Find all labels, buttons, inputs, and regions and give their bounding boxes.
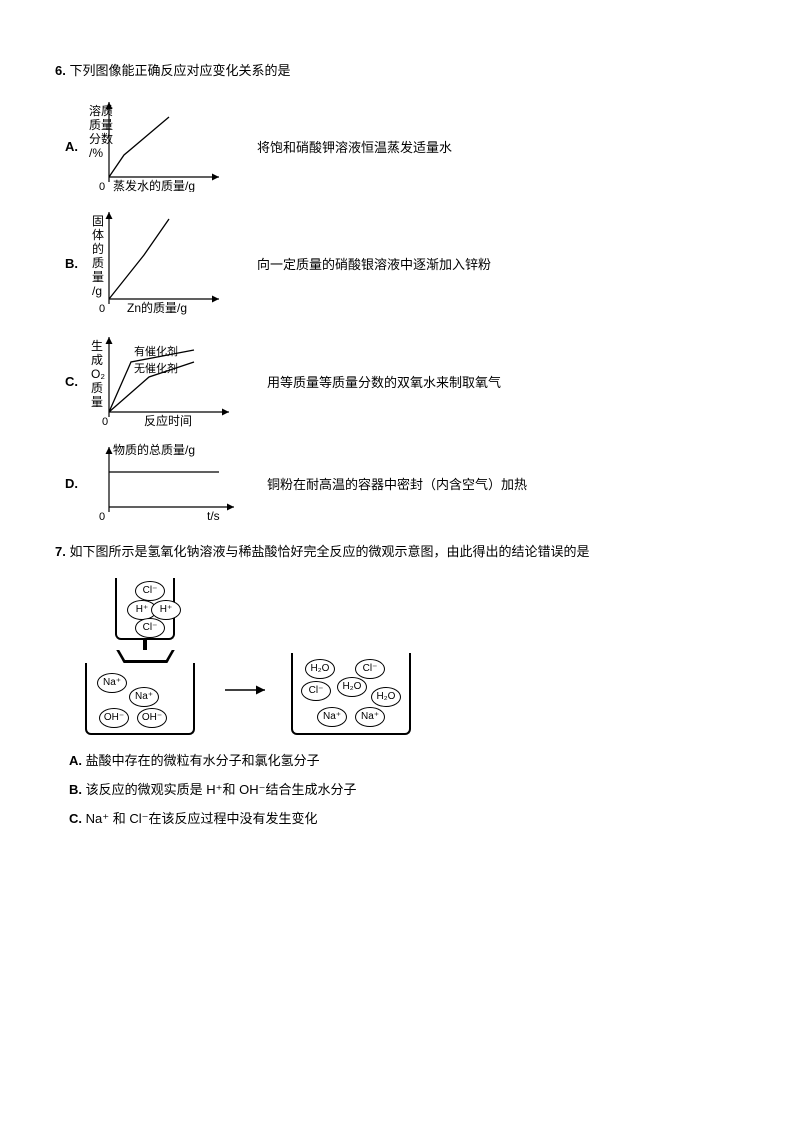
svg-text:反应时间: 反应时间 xyxy=(144,413,192,427)
option-text: 该反应的微观实质是 H⁺和 OH⁻结合生成水分子 xyxy=(86,782,357,797)
option-desc: 铜粉在耐高温的容器中密封（内含空气）加热 xyxy=(267,474,739,493)
chart-6c: 有催化剂 无催化剂 生 成 O₂ 质 量 0 反应时间 xyxy=(89,332,249,430)
chart-6a: 溶质 质量 分数 /% 0 蒸发水的质量/g xyxy=(89,97,239,195)
option-7b: B. 该反应的微观实质是 H⁺和 OH⁻结合生成水分子 xyxy=(69,779,739,798)
svg-text:蒸发水的质量/g: 蒸发水的质量/g xyxy=(113,178,195,192)
svg-text:量: 量 xyxy=(92,270,104,284)
svg-text:0: 0 xyxy=(99,303,105,315)
chart-6d: 物质的总质量/g 0 t/s xyxy=(89,442,249,525)
option-desc: 将饱和硝酸钾溶液恒温蒸发适量水 xyxy=(257,137,739,156)
svg-text:的: 的 xyxy=(92,241,104,256)
svg-text:溶质: 溶质 xyxy=(89,103,113,118)
svg-text:生: 生 xyxy=(91,339,103,353)
option-label: B. xyxy=(69,782,82,797)
svg-text:0: 0 xyxy=(99,511,105,522)
q7-text: 如下图所示是氢氧化钠溶液与稀盐酸恰好完全反应的微观示意图，由此得出的结论错误的是 xyxy=(69,544,589,559)
option-6c: C. 有催化剂 无催化剂 生 成 O₂ 质 量 0 反应时间 用等质量等质量分数… xyxy=(55,332,739,430)
option-desc: 用等质量等质量分数的双氧水来制取氧气 xyxy=(267,372,739,391)
option-6a: A. 溶质 质量 分数 /% 0 蒸发水的质量/g 将饱和硝酸钾溶液恒温蒸发适量… xyxy=(55,97,739,195)
option-6d: D. 物质的总质量/g 0 t/s 铜粉在耐高温的容器中密封（内含空气）加热 xyxy=(55,442,739,525)
svg-text:O₂: O₂ xyxy=(91,367,105,381)
option-7a: A. 盐酸中存在的微粒有水分子和氯化氢分子 xyxy=(69,750,739,769)
option-text: 盐酸中存在的微粒有水分子和氯化氢分子 xyxy=(86,753,320,768)
svg-text:质: 质 xyxy=(91,381,103,395)
svg-text:0: 0 xyxy=(99,181,105,192)
svg-text:质量: 质量 xyxy=(89,118,113,132)
question-6: 6. 下列图像能正确反应对应变化关系的是 xyxy=(55,60,739,79)
svg-text:固: 固 xyxy=(92,214,104,228)
q7-number: 7. xyxy=(55,544,66,559)
q6-text: 下列图像能正确反应对应变化关系的是 xyxy=(69,63,290,78)
option-6b: B. 固 体 的 质 量 /g 0 Zn的质量/g 向一定质量的硝酸银溶液中逐渐… xyxy=(55,207,739,320)
svg-text:/%: /% xyxy=(89,146,103,160)
option-label: C. xyxy=(65,374,89,389)
svg-text:有催化剂: 有催化剂 xyxy=(134,344,178,358)
svg-text:体: 体 xyxy=(92,228,104,242)
svg-text:物质的总质量/g: 物质的总质量/g xyxy=(113,442,195,457)
svg-text:质: 质 xyxy=(92,256,104,270)
arrow-icon xyxy=(223,675,273,705)
reaction-diagram: Cl⁻ H⁺ H⁺ Cl⁻ Na⁺ Na⁺ OH⁻ OH⁻ H₂O Cl⁻ Cl… xyxy=(85,578,739,735)
svg-text:/g: /g xyxy=(92,284,102,298)
svg-text:无催化剂: 无催化剂 xyxy=(134,361,178,375)
option-label: A. xyxy=(65,139,89,154)
option-label: B. xyxy=(65,256,89,271)
q6-number: 6. xyxy=(55,63,66,78)
option-desc: 向一定质量的硝酸银溶液中逐渐加入锌粉 xyxy=(257,254,739,273)
option-label: D. xyxy=(65,476,89,491)
option-label: C. xyxy=(69,811,82,826)
svg-text:t/s: t/s xyxy=(207,509,220,522)
question-7: 7. 如下图所示是氢氧化钠溶液与稀盐酸恰好完全反应的微观示意图，由此得出的结论错… xyxy=(55,541,739,560)
chart-6b: 固 体 的 质 量 /g 0 Zn的质量/g xyxy=(89,207,239,320)
svg-text:量: 量 xyxy=(91,395,103,409)
svg-text:成: 成 xyxy=(91,353,103,367)
option-7c: C. Na⁺ 和 Cl⁻在该反应过程中没有发生变化 xyxy=(69,808,739,827)
svg-text:分数: 分数 xyxy=(89,131,113,146)
svg-text:Zn的质量/g: Zn的质量/g xyxy=(127,300,187,315)
option-label: A. xyxy=(69,753,82,768)
svg-text:0: 0 xyxy=(102,416,108,427)
option-text: Na⁺ 和 Cl⁻在该反应过程中没有发生变化 xyxy=(86,811,318,826)
